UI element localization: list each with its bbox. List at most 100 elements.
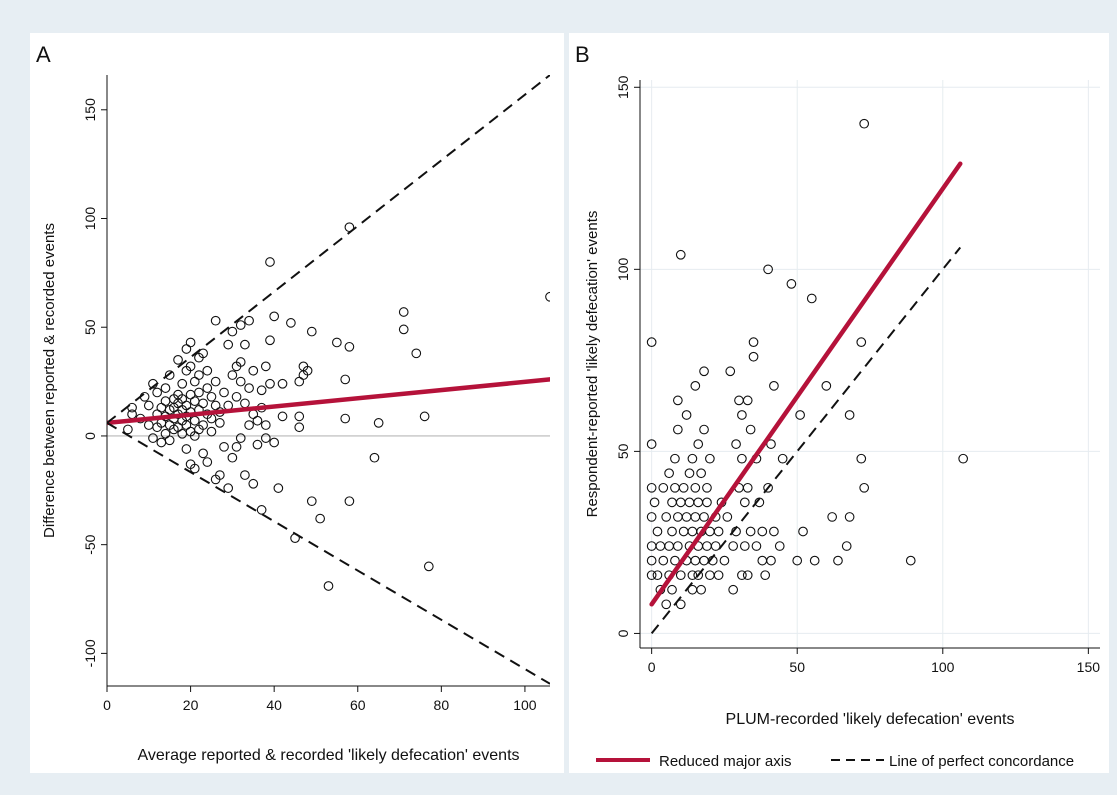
panel-a-data-point xyxy=(265,257,275,267)
panel-a-data-point xyxy=(286,318,296,328)
panel-a-lines xyxy=(107,75,550,685)
panel-b-x-tick-label: 0 xyxy=(648,659,656,675)
panel-a-data-point xyxy=(143,400,154,411)
panel-b-data-point xyxy=(690,482,701,493)
panel-b-data-point xyxy=(699,512,709,522)
panel-a-data-point xyxy=(306,496,317,507)
panel-b-data-point xyxy=(670,555,680,566)
panel-a-data-point xyxy=(302,365,313,376)
panel-b-x-tick-label: 100 xyxy=(931,659,955,675)
panel-b-data-point xyxy=(681,410,692,420)
panel-a-data-point xyxy=(240,470,250,480)
panel-a-data-point xyxy=(340,374,351,385)
panel-a-data-point xyxy=(315,513,325,524)
panel-a-data-point xyxy=(235,320,246,330)
panel-a-data-point xyxy=(419,411,430,422)
panel-b-data-point xyxy=(652,526,663,537)
panel-a-data-point xyxy=(231,441,242,452)
panel-a-data-point xyxy=(214,470,225,480)
panel-b-data-point xyxy=(827,512,838,522)
panel-b-data-point xyxy=(687,453,698,464)
panel-a-data-point xyxy=(123,424,133,435)
panel-a-data-point xyxy=(398,307,409,317)
panel-b-data-point xyxy=(693,570,704,581)
panel-b-data-point xyxy=(856,337,867,348)
panel-b-data-point xyxy=(649,497,660,508)
panel-a-data-point xyxy=(177,378,188,389)
panel-a-data-point xyxy=(227,326,238,337)
panel-b-data-point xyxy=(769,380,779,391)
panel-b-data-point xyxy=(667,584,677,595)
panel-a-concordance-line xyxy=(107,75,550,424)
panel-b-data-point xyxy=(739,541,750,551)
panel-a-data-point xyxy=(152,387,163,398)
panel-a-letter: A xyxy=(36,42,51,67)
panel-a-x-tick-label: 20 xyxy=(183,697,199,713)
panel-b-data-point xyxy=(806,293,817,304)
panel-a-data-point xyxy=(164,370,175,380)
panel-a-data-point xyxy=(227,452,238,463)
panel-a-data-point xyxy=(277,378,288,389)
panel-a-data-point xyxy=(185,361,196,372)
panel-a-data-point xyxy=(194,370,204,380)
panel-a-x-tick-label: 100 xyxy=(513,697,537,713)
panel-b-data-point xyxy=(696,468,706,479)
panel-b-data-point xyxy=(672,541,683,551)
panel-b-data-point xyxy=(705,453,715,464)
panel-b-data-point xyxy=(905,555,916,566)
panel-b-data-point xyxy=(742,482,753,493)
panel-a-data-point xyxy=(344,341,355,352)
panel-b-data-point xyxy=(699,424,709,435)
panel-a-data-point xyxy=(373,418,384,428)
panel-b-data-point xyxy=(725,366,736,377)
panel-a-data-point xyxy=(173,354,183,365)
panel-b-x-tick-label: 150 xyxy=(1077,659,1101,675)
panel-a-y-tick-label: 0 xyxy=(82,432,98,440)
panel-b-data-point xyxy=(664,468,674,479)
panel-a-data-point xyxy=(265,378,275,389)
panel-b-y-tick-label: 100 xyxy=(615,257,631,281)
panel-b-data-point xyxy=(702,482,712,493)
panel-b-data-point xyxy=(646,555,657,566)
panel-b-data-point xyxy=(646,570,657,581)
panel-a-data-point xyxy=(160,383,171,393)
panel-b-data-point xyxy=(859,482,870,493)
panel-a-data-point xyxy=(235,433,246,443)
panel-a-data-point xyxy=(223,339,234,350)
panel-b-data-point xyxy=(678,482,689,493)
legend-concordance-label: Line of perfect concordance xyxy=(889,753,1074,770)
panel-b-data-point xyxy=(821,380,832,391)
panel-a-data-point xyxy=(231,391,242,402)
panel-a-data-point xyxy=(202,383,213,393)
panel-b-data-point xyxy=(809,555,820,566)
panel-b-data-point xyxy=(766,555,776,566)
panel-a-data-point xyxy=(256,505,267,515)
panel-a-data-point xyxy=(202,457,213,467)
panel-b-data-point xyxy=(646,439,657,449)
panel-b-data-point xyxy=(675,570,686,581)
panel-a-x-tick-label: 0 xyxy=(103,697,111,713)
panel-b-data-point xyxy=(667,526,677,537)
panel-a-data-point xyxy=(260,433,271,443)
panel-b-data-point xyxy=(841,541,852,551)
panel-b-data-point xyxy=(658,555,669,566)
panel-a-data-point xyxy=(411,348,422,359)
panel-a-data-point xyxy=(260,361,271,372)
panel-b-y-axis-label: Respondent-reported 'likely defecation' … xyxy=(584,211,601,518)
panel-b-data-point xyxy=(859,118,870,129)
panel-b-data-point xyxy=(745,424,756,435)
panel-b-data-point xyxy=(728,584,739,595)
legend-rma-label: Reduced major axis xyxy=(659,753,792,770)
panel-b-x-tick-label: 50 xyxy=(789,659,805,675)
panel-a-data-point xyxy=(219,441,229,452)
panel-a-data-point xyxy=(148,433,158,443)
panel-b-data-point xyxy=(757,526,768,537)
panel-b-data-point xyxy=(661,512,672,522)
panel-a-data-point xyxy=(323,581,334,591)
panel-a-data-point xyxy=(223,483,234,493)
panel-b-data-point xyxy=(672,395,683,406)
panel-b-data-point xyxy=(786,279,797,289)
panel-b-data-point xyxy=(687,570,698,581)
panel-a-concordance-line xyxy=(107,422,550,685)
